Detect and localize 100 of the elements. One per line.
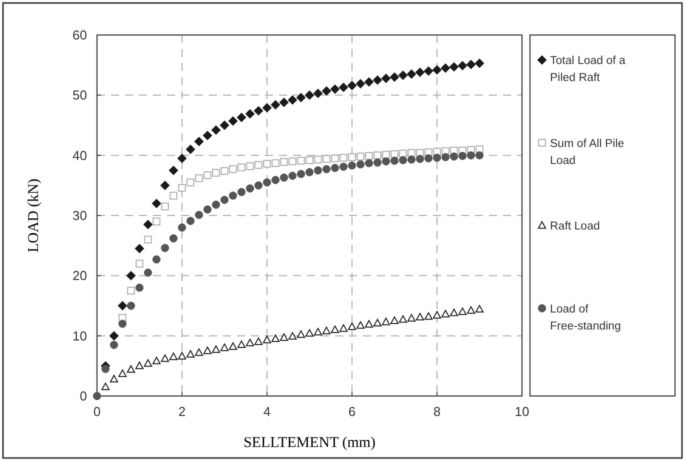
- point: [110, 340, 118, 349]
- point: [118, 320, 127, 328]
- point: [204, 171, 212, 180]
- x-tick-label: 6: [348, 404, 356, 419]
- point: [450, 308, 458, 316]
- point: [424, 154, 433, 162]
- point: [101, 364, 110, 373]
- point: [280, 333, 288, 341]
- y-tick-label: 50: [72, 88, 87, 103]
- point: [322, 326, 331, 334]
- y-tick-label: 60: [72, 28, 87, 42]
- point: [314, 156, 322, 164]
- point: [110, 374, 118, 382]
- point: [458, 307, 467, 315]
- point: [178, 223, 186, 232]
- y-tick-label: 30: [72, 208, 87, 223]
- point: [160, 180, 170, 190]
- point: [212, 200, 220, 209]
- point: [373, 158, 382, 167]
- point: [127, 286, 135, 295]
- point: [348, 153, 356, 162]
- point: [348, 322, 356, 330]
- y-tick-label: 20: [72, 268, 87, 284]
- point: [322, 165, 331, 174]
- point: [194, 210, 204, 219]
- point: [126, 365, 136, 373]
- point: [364, 320, 374, 328]
- x-tick-label: 10: [514, 404, 530, 419]
- point: [305, 168, 314, 176]
- y-axis-title: LOAD (kN): [26, 178, 42, 252]
- point: [399, 150, 407, 158]
- point: [390, 150, 398, 158]
- point: [271, 176, 280, 184]
- point: [406, 69, 416, 79]
- point: [305, 329, 314, 337]
- point: [229, 165, 237, 174]
- point: [152, 218, 160, 226]
- point: [178, 352, 186, 360]
- point: [466, 306, 476, 314]
- legend-label: Load of Free-standing: [550, 303, 621, 332]
- point: [322, 86, 332, 96]
- point: [416, 154, 424, 164]
- point: [262, 336, 272, 344]
- point: [228, 192, 238, 200]
- point: [186, 178, 194, 186]
- point: [364, 77, 374, 87]
- point: [194, 136, 204, 146]
- point: [152, 255, 161, 264]
- point: [330, 84, 340, 94]
- point: [356, 152, 364, 160]
- point: [228, 342, 238, 350]
- point: [92, 392, 102, 400]
- point: [270, 100, 280, 110]
- point: [144, 359, 152, 367]
- point: [398, 156, 408, 164]
- point: [296, 92, 306, 102]
- point: [177, 154, 187, 164]
- point: [202, 130, 212, 140]
- point: [432, 154, 442, 162]
- point: [212, 345, 220, 353]
- point: [407, 314, 416, 322]
- point: [220, 120, 230, 130]
- point: [314, 166, 322, 174]
- point: [254, 181, 263, 190]
- point: [440, 63, 450, 73]
- point: [322, 155, 330, 163]
- point: [381, 74, 391, 84]
- point: [144, 236, 152, 244]
- point: [186, 350, 195, 358]
- point: [424, 66, 434, 76]
- point: [160, 244, 170, 252]
- point: [424, 312, 433, 320]
- point: [458, 60, 468, 70]
- point: [390, 72, 400, 82]
- point: [143, 220, 153, 230]
- point: [475, 151, 484, 160]
- point: [432, 65, 442, 75]
- point: [169, 234, 178, 242]
- legend-label: Raft Load: [550, 220, 600, 232]
- point: [279, 98, 289, 108]
- x-axis-title: SELLTEMENT (mm): [243, 435, 376, 451]
- point: [288, 95, 298, 105]
- point: [262, 103, 272, 113]
- point: [280, 158, 288, 166]
- point: [432, 311, 442, 319]
- point: [109, 331, 119, 341]
- point: [338, 82, 348, 92]
- point: [382, 157, 390, 166]
- point: [135, 362, 144, 370]
- point: [449, 62, 459, 72]
- point: [236, 112, 246, 122]
- point: [186, 144, 196, 154]
- point: [382, 318, 390, 326]
- point: [228, 116, 238, 126]
- point: [441, 153, 450, 162]
- point: [408, 149, 416, 157]
- point: [330, 164, 340, 172]
- point: [262, 178, 272, 186]
- y-tick-label: 10: [72, 328, 87, 344]
- point: [237, 340, 246, 348]
